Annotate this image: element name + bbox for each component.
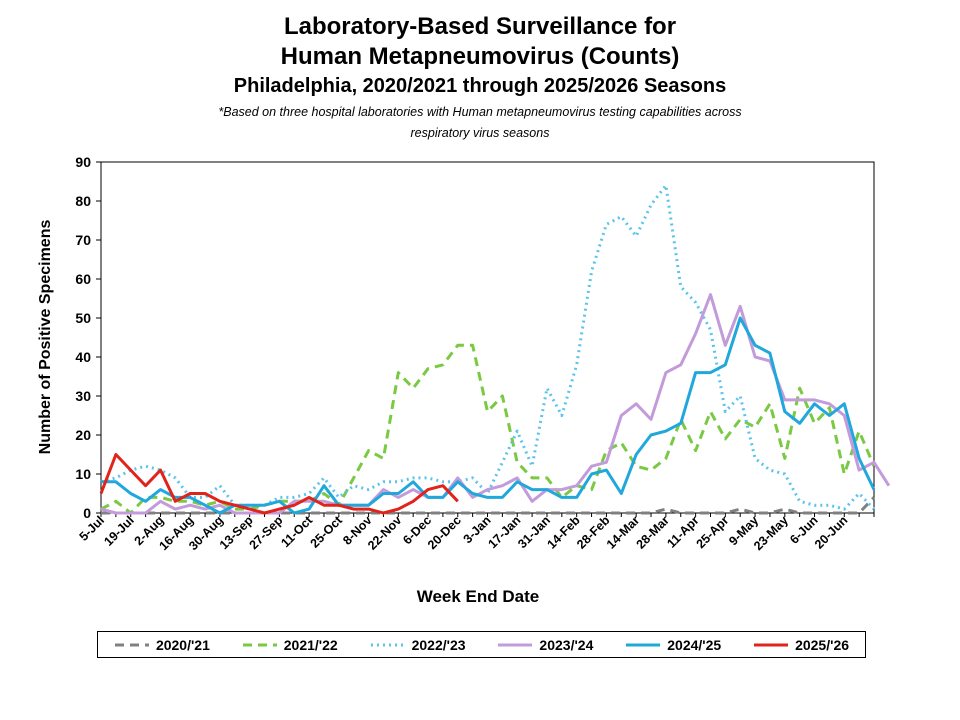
legend-label: 2023/'24 xyxy=(539,636,594,653)
legend-label: 2024/'25 xyxy=(667,636,722,653)
x-tick-label: 20-Jun xyxy=(812,513,850,551)
legend-item: 2022/'23 xyxy=(370,637,466,653)
chart-title-line2: Human Metapneumovirus (Counts) xyxy=(280,43,680,70)
chart-title: Laboratory-Based Surveillance for xyxy=(283,13,677,40)
legend-swatch xyxy=(626,643,661,646)
y-tick-label: 60 xyxy=(75,271,91,287)
x-tick-label: 28-Mar xyxy=(634,513,672,551)
line-chart: 0 10 20 30 40 50 60 70 80 90 5-Jul19-Jul2-Aug16-A… xyxy=(37,154,891,606)
y-tick-label: 70 xyxy=(75,232,91,248)
legend-label: 2022/'23 xyxy=(411,636,466,653)
y-axis: 0 10 20 30 40 50 60 70 80 90 xyxy=(75,154,101,521)
y-tick-label: 0 xyxy=(83,505,91,521)
chart-subtitle: Philadelphia, 2020/2021 through 2025/202… xyxy=(233,75,727,97)
chart-note-line1: *Based on three hospital laboratories wi… xyxy=(218,105,742,119)
series-lines xyxy=(99,183,891,515)
y-tick-label: 90 xyxy=(75,154,91,170)
legend-swatch xyxy=(498,643,533,646)
legend-label: 2021/'22 xyxy=(283,636,338,653)
series-line xyxy=(101,496,876,515)
x-tick-label: 20-Dec xyxy=(425,513,464,552)
legend: 2020/'21 2021/'22 2022/'23 2023/'24 2024/'25… xyxy=(97,631,866,658)
legend-swatch xyxy=(114,643,149,646)
legend-label: 2020/'21 xyxy=(155,636,210,653)
x-tick-label: 27-Sep xyxy=(247,513,286,552)
legend-swatch xyxy=(370,643,405,646)
legend-item: 2020/'21 xyxy=(114,637,210,653)
x-tick-label: 17-Jan xyxy=(485,513,523,551)
legend-item: 2025/'26 xyxy=(753,637,849,653)
chart-note-line2: respiratory virus seasons xyxy=(410,126,550,140)
series-line xyxy=(99,453,459,515)
y-axis-label: Number of Positive Specimens xyxy=(37,220,54,455)
y-tick-label: 40 xyxy=(75,349,91,365)
x-tick-label: 22-Nov xyxy=(365,513,404,552)
x-tick-label: 25-Apr xyxy=(694,513,732,551)
x-tick-label: 25-Oct xyxy=(308,513,346,551)
legend-swatch xyxy=(754,643,789,646)
series-line xyxy=(101,316,876,515)
legend-item: 2023/'24 xyxy=(497,637,593,653)
legend-item: 2021/'22 xyxy=(242,637,338,653)
legend-swatch xyxy=(242,643,277,646)
series-line xyxy=(100,343,876,515)
legend-item: 2024/'25 xyxy=(625,637,721,653)
x-axis: 5-Jul19-Jul2-Aug16-Aug30-Aug13-Sep27-Sep… xyxy=(77,513,875,553)
x-tick-label: 19-Jul xyxy=(101,513,136,548)
y-tick-label: 80 xyxy=(75,193,91,209)
x-axis-label: Week End Date xyxy=(417,587,540,606)
y-tick-label: 30 xyxy=(75,388,91,404)
legend-label: 2025/'26 xyxy=(795,636,850,653)
series-line xyxy=(100,293,891,515)
y-tick-label: 20 xyxy=(75,427,91,443)
y-tick-label: 10 xyxy=(75,466,91,482)
y-tick-label: 50 xyxy=(75,310,91,326)
